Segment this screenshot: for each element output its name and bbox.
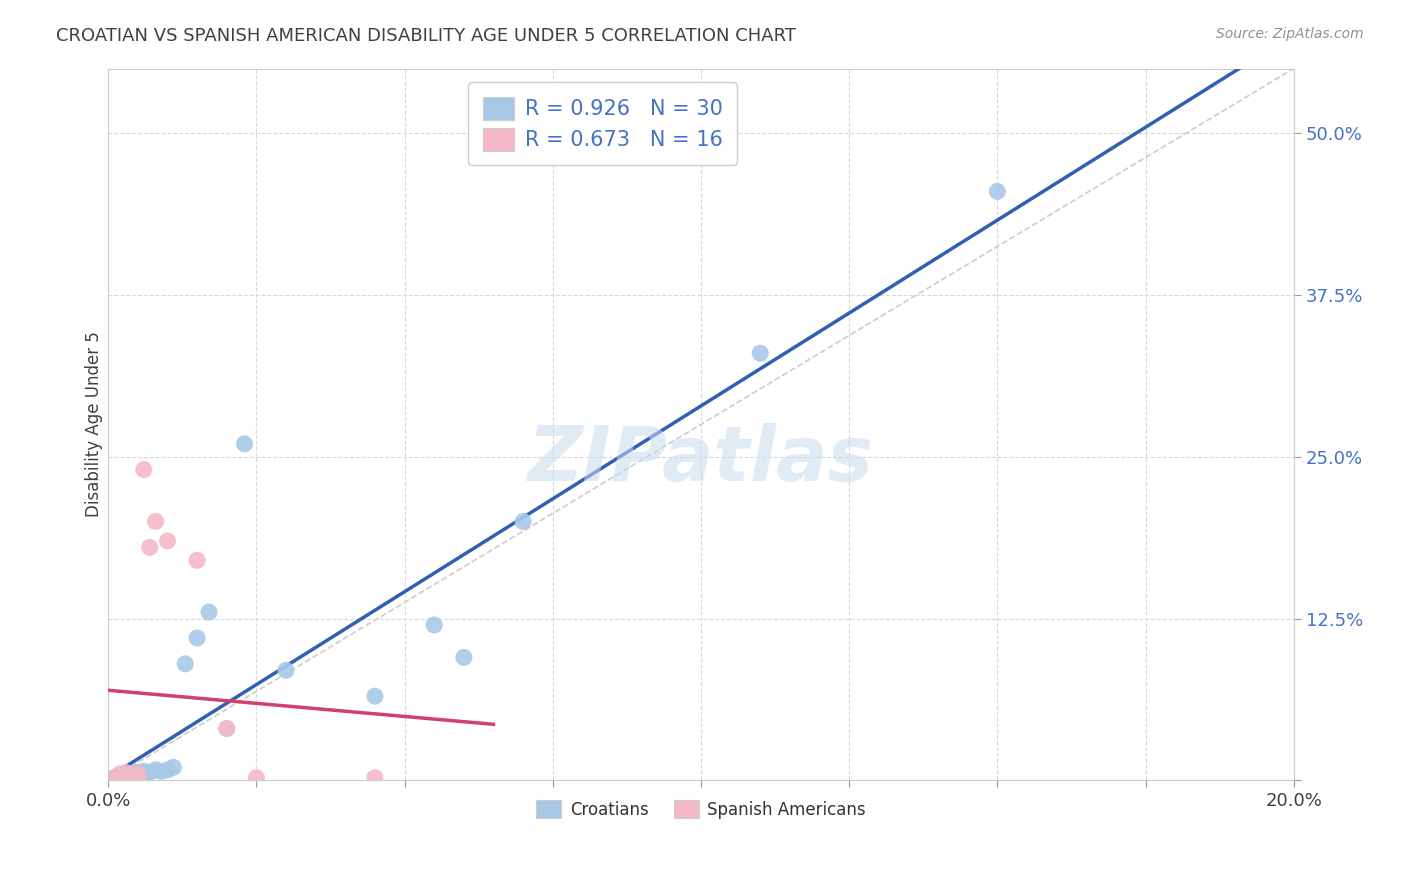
Point xyxy=(245,771,267,785)
Point xyxy=(215,722,238,736)
Point xyxy=(108,772,131,786)
Point xyxy=(121,767,143,781)
Point xyxy=(132,767,155,781)
Point xyxy=(364,771,387,785)
Point xyxy=(156,763,179,777)
Point xyxy=(127,765,149,780)
Point xyxy=(132,463,155,477)
Point xyxy=(274,663,297,677)
Point xyxy=(108,767,131,781)
Point xyxy=(127,768,149,782)
Point xyxy=(198,605,221,619)
Point xyxy=(364,689,387,703)
Point xyxy=(150,764,173,779)
Point xyxy=(186,631,208,645)
Point xyxy=(121,768,143,782)
Point xyxy=(162,760,184,774)
Point xyxy=(121,769,143,783)
Point xyxy=(453,650,475,665)
Text: ZIPatlas: ZIPatlas xyxy=(527,423,875,497)
Point xyxy=(103,772,125,786)
Point xyxy=(103,772,125,786)
Point xyxy=(138,541,160,555)
Point xyxy=(103,771,125,785)
Y-axis label: Disability Age Under 5: Disability Age Under 5 xyxy=(86,332,103,517)
Point xyxy=(174,657,197,671)
Point xyxy=(132,764,155,779)
Point xyxy=(156,533,179,548)
Point xyxy=(115,771,138,785)
Point xyxy=(127,769,149,783)
Point xyxy=(138,765,160,780)
Point xyxy=(127,767,149,781)
Text: Source: ZipAtlas.com: Source: ZipAtlas.com xyxy=(1216,27,1364,41)
Point xyxy=(512,515,534,529)
Point xyxy=(749,346,772,360)
Text: CROATIAN VS SPANISH AMERICAN DISABILITY AGE UNDER 5 CORRELATION CHART: CROATIAN VS SPANISH AMERICAN DISABILITY … xyxy=(56,27,796,45)
Point xyxy=(423,618,446,632)
Point xyxy=(108,769,131,783)
Point xyxy=(233,437,256,451)
Point xyxy=(115,765,138,780)
Point xyxy=(986,185,1008,199)
Point xyxy=(215,722,238,736)
Point xyxy=(115,768,138,782)
Point xyxy=(145,763,167,777)
Legend: Croatians, Spanish Americans: Croatians, Spanish Americans xyxy=(530,793,872,825)
Point xyxy=(186,553,208,567)
Point xyxy=(108,768,131,782)
Point xyxy=(115,771,138,785)
Point xyxy=(145,515,167,529)
Point xyxy=(108,769,131,783)
